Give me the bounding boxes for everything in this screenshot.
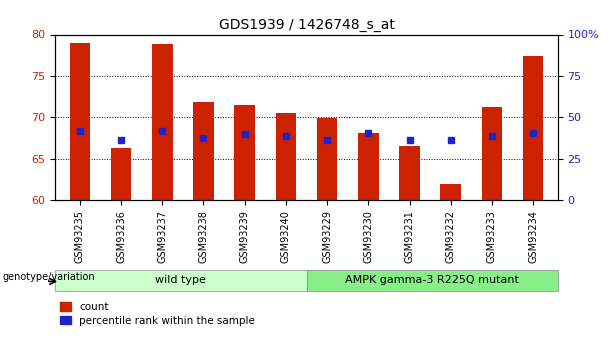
Text: AMPK gamma-3 R225Q mutant: AMPK gamma-3 R225Q mutant (345, 275, 519, 285)
Bar (399, 146, 420, 200)
Bar (193, 102, 214, 200)
Bar (440, 184, 461, 200)
Legend: count, percentile rank within the sample: count, percentile rank within the sample (60, 302, 255, 326)
Bar (55, 269, 306, 291)
Bar (317, 118, 337, 200)
Title: GDS1939 / 1426748_s_at: GDS1939 / 1426748_s_at (219, 18, 394, 32)
Bar (482, 107, 502, 200)
Bar (70, 43, 90, 200)
Bar (358, 133, 379, 200)
Text: genotype/variation: genotype/variation (2, 272, 95, 282)
Text: wild type: wild type (156, 275, 206, 285)
Bar (111, 148, 131, 200)
Bar (276, 113, 296, 200)
Bar (306, 269, 558, 291)
Bar (523, 56, 543, 200)
Bar (234, 105, 255, 200)
Bar (152, 45, 173, 200)
